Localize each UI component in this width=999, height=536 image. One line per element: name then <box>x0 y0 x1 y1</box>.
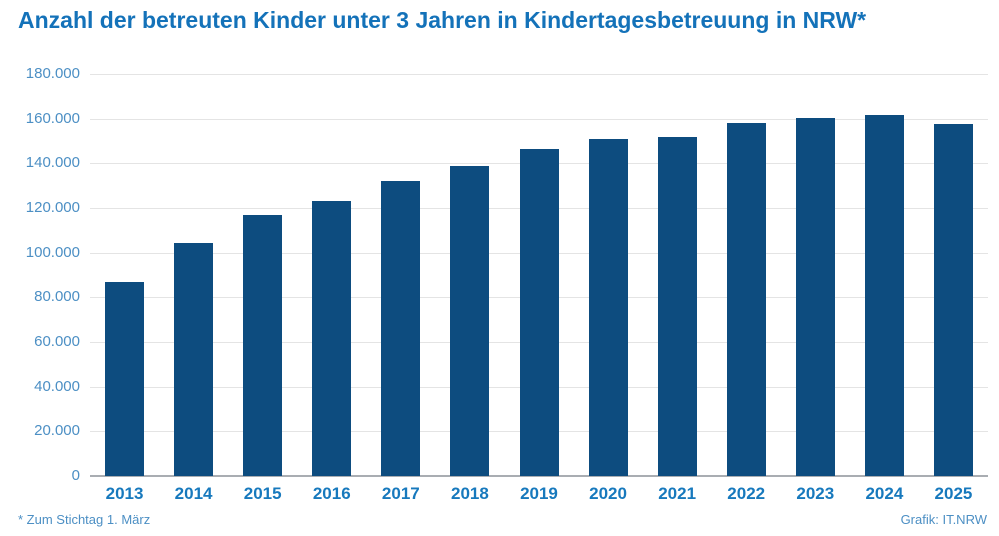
x-tick-label-2013: 2013 <box>105 484 144 503</box>
footnote: * Zum Stichtag 1. März <box>18 512 151 527</box>
x-tick-label-2023: 2023 <box>796 484 835 503</box>
y-tick-label: 160.000 <box>25 109 80 127</box>
bar-2017 <box>381 181 421 476</box>
y-tick-label: 120.000 <box>25 199 80 216</box>
x-tick-label-2017: 2017 <box>381 484 420 503</box>
gridline <box>90 74 988 75</box>
x-tick-label-2021: 2021 <box>658 484 697 503</box>
y-tick-label: 20.000 <box>34 422 80 440</box>
x-tick-label-2024: 2024 <box>865 484 904 503</box>
x-tick-label-2019: 2019 <box>520 484 558 503</box>
bar-2021 <box>657 136 697 476</box>
x-tick-label-2022: 2022 <box>727 484 766 503</box>
x-tick-label-2018: 2018 <box>450 484 489 503</box>
bar-2025 <box>933 123 973 476</box>
bar-2016 <box>312 201 352 476</box>
bar-2014 <box>174 242 214 476</box>
bar-2015 <box>243 214 283 476</box>
credit-label: Grafik: IT.NRW <box>900 512 987 527</box>
y-tick-label: 60.000 <box>34 333 80 350</box>
x-tick-label-2015: 2015 <box>243 484 282 503</box>
y-tick-label: 80.000 <box>34 288 80 306</box>
y-tick-label: 180.000 <box>25 65 80 82</box>
x-axis-baseline <box>90 475 988 477</box>
bar-2022 <box>726 123 766 476</box>
bar-2020 <box>588 138 628 476</box>
y-tick-label: 40.000 <box>34 377 80 395</box>
bar-2019 <box>519 148 559 476</box>
x-tick-label-2016: 2016 <box>312 484 351 503</box>
gridline <box>90 118 988 120</box>
x-tick-label-2025: 2025 <box>934 484 973 503</box>
bar-2013 <box>105 281 145 476</box>
y-tick-label: 0 <box>71 467 80 484</box>
bar-2023 <box>795 117 835 476</box>
y-tick-label: 140.000 <box>25 154 80 172</box>
bar-2024 <box>864 115 904 476</box>
y-tick-label: 100.000 <box>25 243 80 261</box>
chart-title: Anzahl der betreuten Kinder unter 3 Jahr… <box>18 7 867 33</box>
x-tick-label-2014: 2014 <box>174 484 213 503</box>
bar-2018 <box>450 165 490 476</box>
x-tick-label-2020: 2020 <box>589 484 627 503</box>
